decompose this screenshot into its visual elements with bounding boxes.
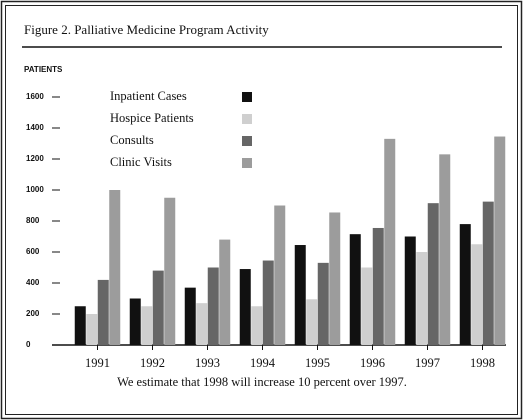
bar	[384, 138, 396, 345]
bar	[459, 224, 471, 345]
bar	[184, 287, 196, 345]
bar	[129, 298, 141, 345]
inner-frame	[5, 5, 518, 415]
legend-label: Consults	[110, 133, 154, 147]
bar	[427, 203, 439, 345]
legend-label: Clinic Visits	[110, 155, 172, 169]
bar	[317, 262, 329, 345]
bar	[439, 154, 451, 345]
x-tick-label: 1995	[305, 356, 330, 370]
legend-swatch	[242, 158, 252, 168]
y-tick-label: 200	[26, 309, 40, 318]
y-tick-label: 1400	[26, 123, 44, 132]
bar	[306, 299, 318, 345]
bar	[196, 303, 208, 345]
bar	[372, 227, 384, 345]
x-tick-label: 1994	[250, 356, 276, 370]
y-tick-label: 400	[26, 278, 40, 287]
bar	[404, 236, 416, 345]
bar	[219, 239, 231, 345]
bar	[97, 279, 109, 345]
x-tick-label: 1993	[195, 356, 220, 370]
legend-swatch	[242, 92, 252, 102]
y-tick-label: 1600	[26, 92, 44, 101]
chart-title: Figure 2. Palliative Medicine Program Ac…	[24, 22, 269, 37]
bar	[207, 267, 219, 345]
y-tick-label: 1200	[26, 154, 44, 163]
bar	[361, 267, 373, 345]
bar	[294, 245, 306, 345]
bar	[164, 197, 176, 345]
legend-label: Inpatient Cases	[110, 89, 187, 103]
bar	[494, 136, 506, 345]
x-tick-label: 1991	[85, 356, 110, 370]
x-tick-label: 1998	[470, 356, 495, 370]
legend-swatch	[242, 114, 252, 124]
y-tick-label: 800	[26, 216, 40, 225]
bar	[86, 314, 98, 345]
y-axis-label: PATIENTS	[24, 65, 63, 74]
bar	[349, 234, 361, 345]
legend-label: Hospice Patients	[110, 111, 194, 125]
bar	[274, 205, 286, 345]
x-tick-label: 1992	[140, 356, 165, 370]
y-tick-label: 0	[26, 340, 31, 349]
note: We estimate that 1998 will increase 10 p…	[117, 375, 407, 389]
bar	[74, 306, 86, 345]
legend-swatch	[242, 136, 252, 146]
bar	[109, 190, 121, 345]
bar	[251, 306, 263, 345]
bar	[329, 212, 341, 345]
bar	[141, 306, 153, 345]
x-tick-label: 1997	[415, 356, 440, 370]
bar	[416, 252, 428, 345]
y-tick-label: 600	[26, 247, 40, 256]
bar	[471, 244, 483, 345]
bar	[239, 269, 251, 345]
bar	[262, 260, 274, 345]
bar	[482, 201, 494, 345]
x-tick-label: 1996	[360, 356, 385, 370]
bar	[152, 270, 164, 345]
y-tick-label: 1000	[26, 185, 44, 194]
